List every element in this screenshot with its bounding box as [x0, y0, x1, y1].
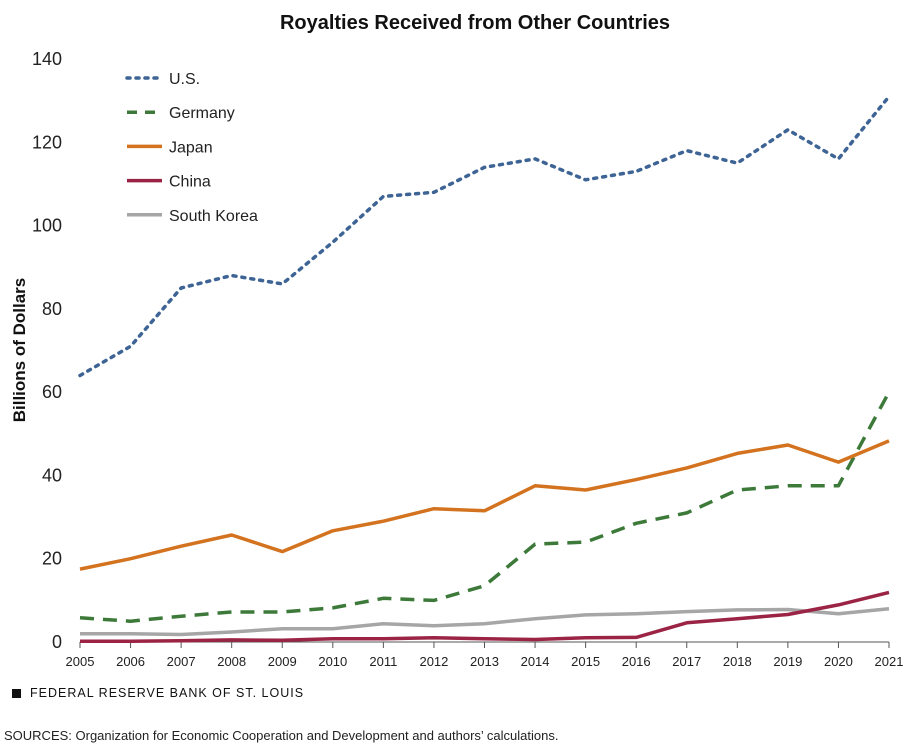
legend: U.S. Germany Japan China South Korea [125, 71, 258, 225]
x-tick-label: 2012 [419, 654, 448, 669]
line-chart: Royalties Received from Other Countries … [10, 12, 904, 669]
footer-brand: FEDERAL RESERVE BANK OF ST. LOUIS [12, 686, 304, 700]
series-line-china [80, 590, 890, 643]
series-line-south-korea [80, 606, 890, 637]
x-tick-label: 2010 [318, 654, 347, 669]
y-tick-label: 80 [42, 299, 62, 319]
chart-title: Royalties Received from Other Countries [280, 12, 670, 34]
x-tick-label: 2006 [116, 654, 145, 669]
series-line-germany [79, 391, 891, 623]
x-tick-label: 2020 [824, 654, 853, 669]
legend-label: U.S. [169, 71, 200, 88]
x-tick-label: 2019 [773, 654, 802, 669]
x-tick-label: 2008 [217, 654, 246, 669]
y-tick-label: 20 [42, 549, 62, 569]
brand-square-icon [12, 688, 21, 698]
legend-label: China [169, 174, 211, 191]
y-tick-label: 120 [32, 132, 62, 152]
y-tick-label: 40 [42, 465, 62, 485]
source-note: SOURCES: Organization for Economic Coope… [4, 728, 559, 743]
x-tick-label: 2016 [622, 654, 651, 669]
x-tick-label: 2011 [369, 654, 397, 669]
y-tick-label: 0 [52, 632, 62, 652]
x-axis: 2005 2006 2007 2008 2009 2010 2011 2012 2013 2014… [66, 641, 904, 669]
brand-text: FEDERAL RESERVE BANK OF ST. LOUIS [30, 686, 305, 700]
y-tick-label: 100 [32, 216, 62, 236]
x-tick-label: 2009 [268, 654, 297, 669]
series-line-u-s [78, 94, 891, 378]
x-tick-label: 2017 [672, 654, 701, 669]
legend-label: Germany [169, 105, 235, 122]
y-axis-label: Billions of Dollars [10, 278, 29, 423]
legend-label: South Korea [169, 208, 258, 225]
x-tick-label: 2018 [723, 654, 752, 669]
x-tick-label: 2021 [875, 654, 904, 669]
x-tick-label: 2014 [521, 654, 550, 669]
x-tick-label: 2005 [66, 654, 95, 669]
y-tick-label: 60 [42, 382, 62, 402]
x-tick-label: 2013 [470, 654, 499, 669]
y-axis: 0 20 40 60 80 100 120 140 [32, 49, 62, 652]
x-tick-label: 2015 [571, 654, 600, 669]
y-tick-label: 140 [32, 49, 62, 69]
series-lines [78, 94, 891, 643]
series-line-japan [79, 439, 890, 571]
x-tick-label: 2007 [167, 654, 196, 669]
legend-label: Japan [169, 139, 213, 156]
